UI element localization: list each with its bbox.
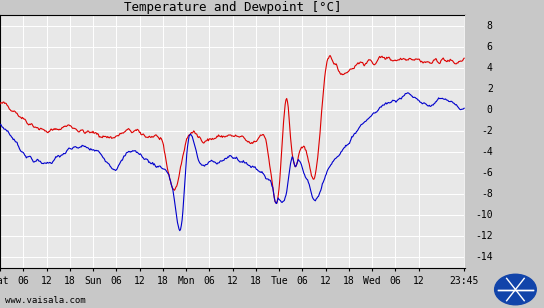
Text: -4: -4 <box>481 147 493 157</box>
Text: www.vaisala.com: www.vaisala.com <box>5 296 86 305</box>
Text: -10: -10 <box>475 210 493 220</box>
Text: 6: 6 <box>487 42 493 52</box>
Text: -12: -12 <box>475 231 493 241</box>
Text: -14: -14 <box>475 253 493 262</box>
Text: 4: 4 <box>487 63 493 73</box>
Text: 0: 0 <box>487 105 493 115</box>
Text: 2: 2 <box>487 84 493 94</box>
Text: -6: -6 <box>481 168 493 178</box>
Text: -8: -8 <box>481 189 493 199</box>
Title: Temperature and Dewpoint [°C]: Temperature and Dewpoint [°C] <box>124 1 341 14</box>
Text: -2: -2 <box>481 126 493 136</box>
Text: 8: 8 <box>487 21 493 31</box>
Circle shape <box>494 274 536 305</box>
